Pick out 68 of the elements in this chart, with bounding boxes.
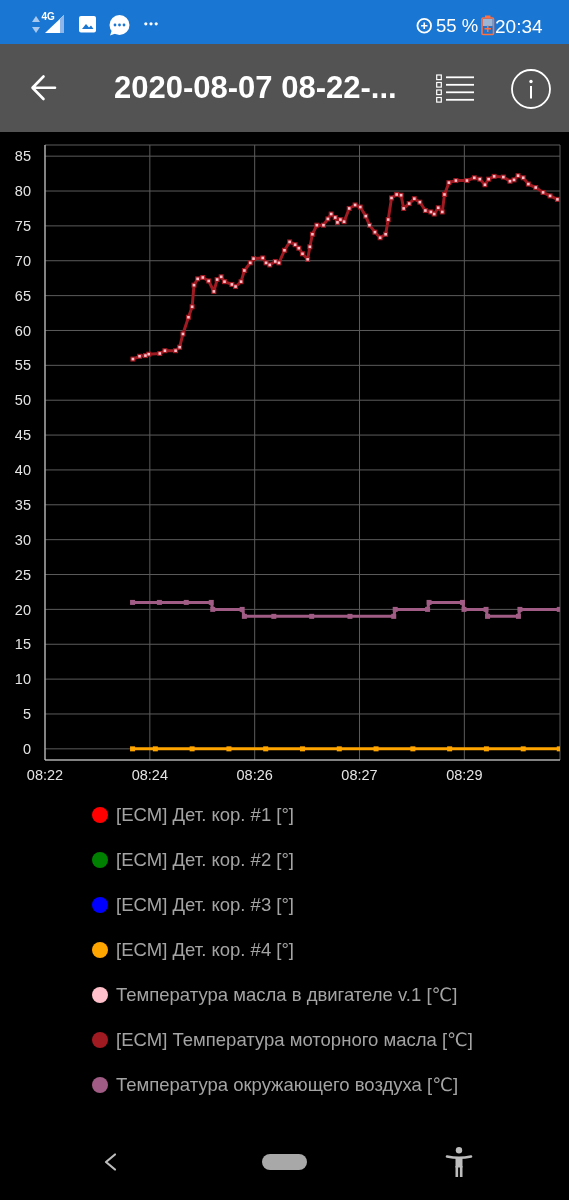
x-tick-label: 08:29 xyxy=(446,767,483,784)
y-tick-label: 30 xyxy=(14,531,31,548)
legend-label: [ECM] Дет. кор. #2 [°] xyxy=(116,848,294,872)
legend-label: [ECM] Температура моторного масла [℃] xyxy=(116,1028,473,1052)
point xyxy=(189,746,195,752)
point xyxy=(239,606,245,612)
point xyxy=(309,613,315,619)
point xyxy=(152,746,158,752)
x-tick-label: 08:26 xyxy=(236,767,273,784)
point xyxy=(517,606,523,612)
y-tick-label: 15 xyxy=(14,636,31,653)
y-tick-label: 40 xyxy=(14,462,31,479)
y-tick-label: 5 xyxy=(22,706,31,723)
legend-label: [ECM] Дет. кор. #3 [°] xyxy=(116,893,294,917)
point xyxy=(410,746,416,752)
point xyxy=(425,606,431,612)
point xyxy=(373,746,379,752)
chart-title: 2020-08-07 08-22-... xyxy=(114,70,397,106)
point xyxy=(461,606,467,612)
text: 4G xyxy=(41,11,55,23)
point xyxy=(130,746,136,752)
legend-label: [ECM] Дет. кор. #4 [°] xyxy=(116,938,294,962)
point xyxy=(226,746,232,752)
point xyxy=(347,613,353,619)
point xyxy=(556,746,560,752)
point xyxy=(485,613,491,619)
point xyxy=(208,599,214,605)
x-tick-label: 08:24 xyxy=(131,767,168,784)
y-tick-label: 70 xyxy=(14,252,31,269)
point xyxy=(156,599,162,605)
point xyxy=(263,746,269,752)
point xyxy=(210,606,216,612)
point xyxy=(483,746,489,752)
y-tick-label: 20 xyxy=(14,601,31,618)
y-tick-label: 10 xyxy=(14,671,31,688)
point xyxy=(483,606,489,612)
point xyxy=(520,746,526,752)
x-tick-label: 08:22 xyxy=(26,767,64,784)
point xyxy=(392,606,398,612)
y-tick-label: 0 xyxy=(22,740,31,757)
point xyxy=(183,599,189,605)
point xyxy=(271,613,277,619)
legend-label: Температура окружающего воздуха [℃] xyxy=(116,1073,459,1097)
y-tick-label: 50 xyxy=(14,392,31,409)
y-tick-label: 25 xyxy=(14,566,31,583)
x-tick-label: 08:27 xyxy=(341,767,378,784)
text: 55 % xyxy=(436,15,479,36)
legend-label: [ECM] Дет. кор. #1 [°] xyxy=(116,803,294,827)
legend-label: Температура масла в двигателе v.1 [℃] xyxy=(116,983,458,1007)
y-tick-label: 80 xyxy=(14,183,31,200)
y-tick-label: 75 xyxy=(14,218,31,235)
y-tick-label: 55 xyxy=(14,357,31,374)
point xyxy=(300,746,305,752)
point xyxy=(556,606,560,612)
point xyxy=(130,599,136,605)
y-tick-label: 35 xyxy=(14,496,31,513)
point xyxy=(447,746,453,752)
point xyxy=(241,613,247,619)
point xyxy=(336,746,342,752)
point xyxy=(460,599,466,605)
point xyxy=(391,613,397,619)
text: 20:34 xyxy=(495,16,543,37)
y-tick-label: 85 xyxy=(14,148,31,165)
y-tick-label: 65 xyxy=(14,287,31,304)
y-tick-label: 60 xyxy=(14,322,31,339)
point xyxy=(515,613,521,619)
y-tick-label: 45 xyxy=(14,427,31,444)
point xyxy=(426,599,432,605)
